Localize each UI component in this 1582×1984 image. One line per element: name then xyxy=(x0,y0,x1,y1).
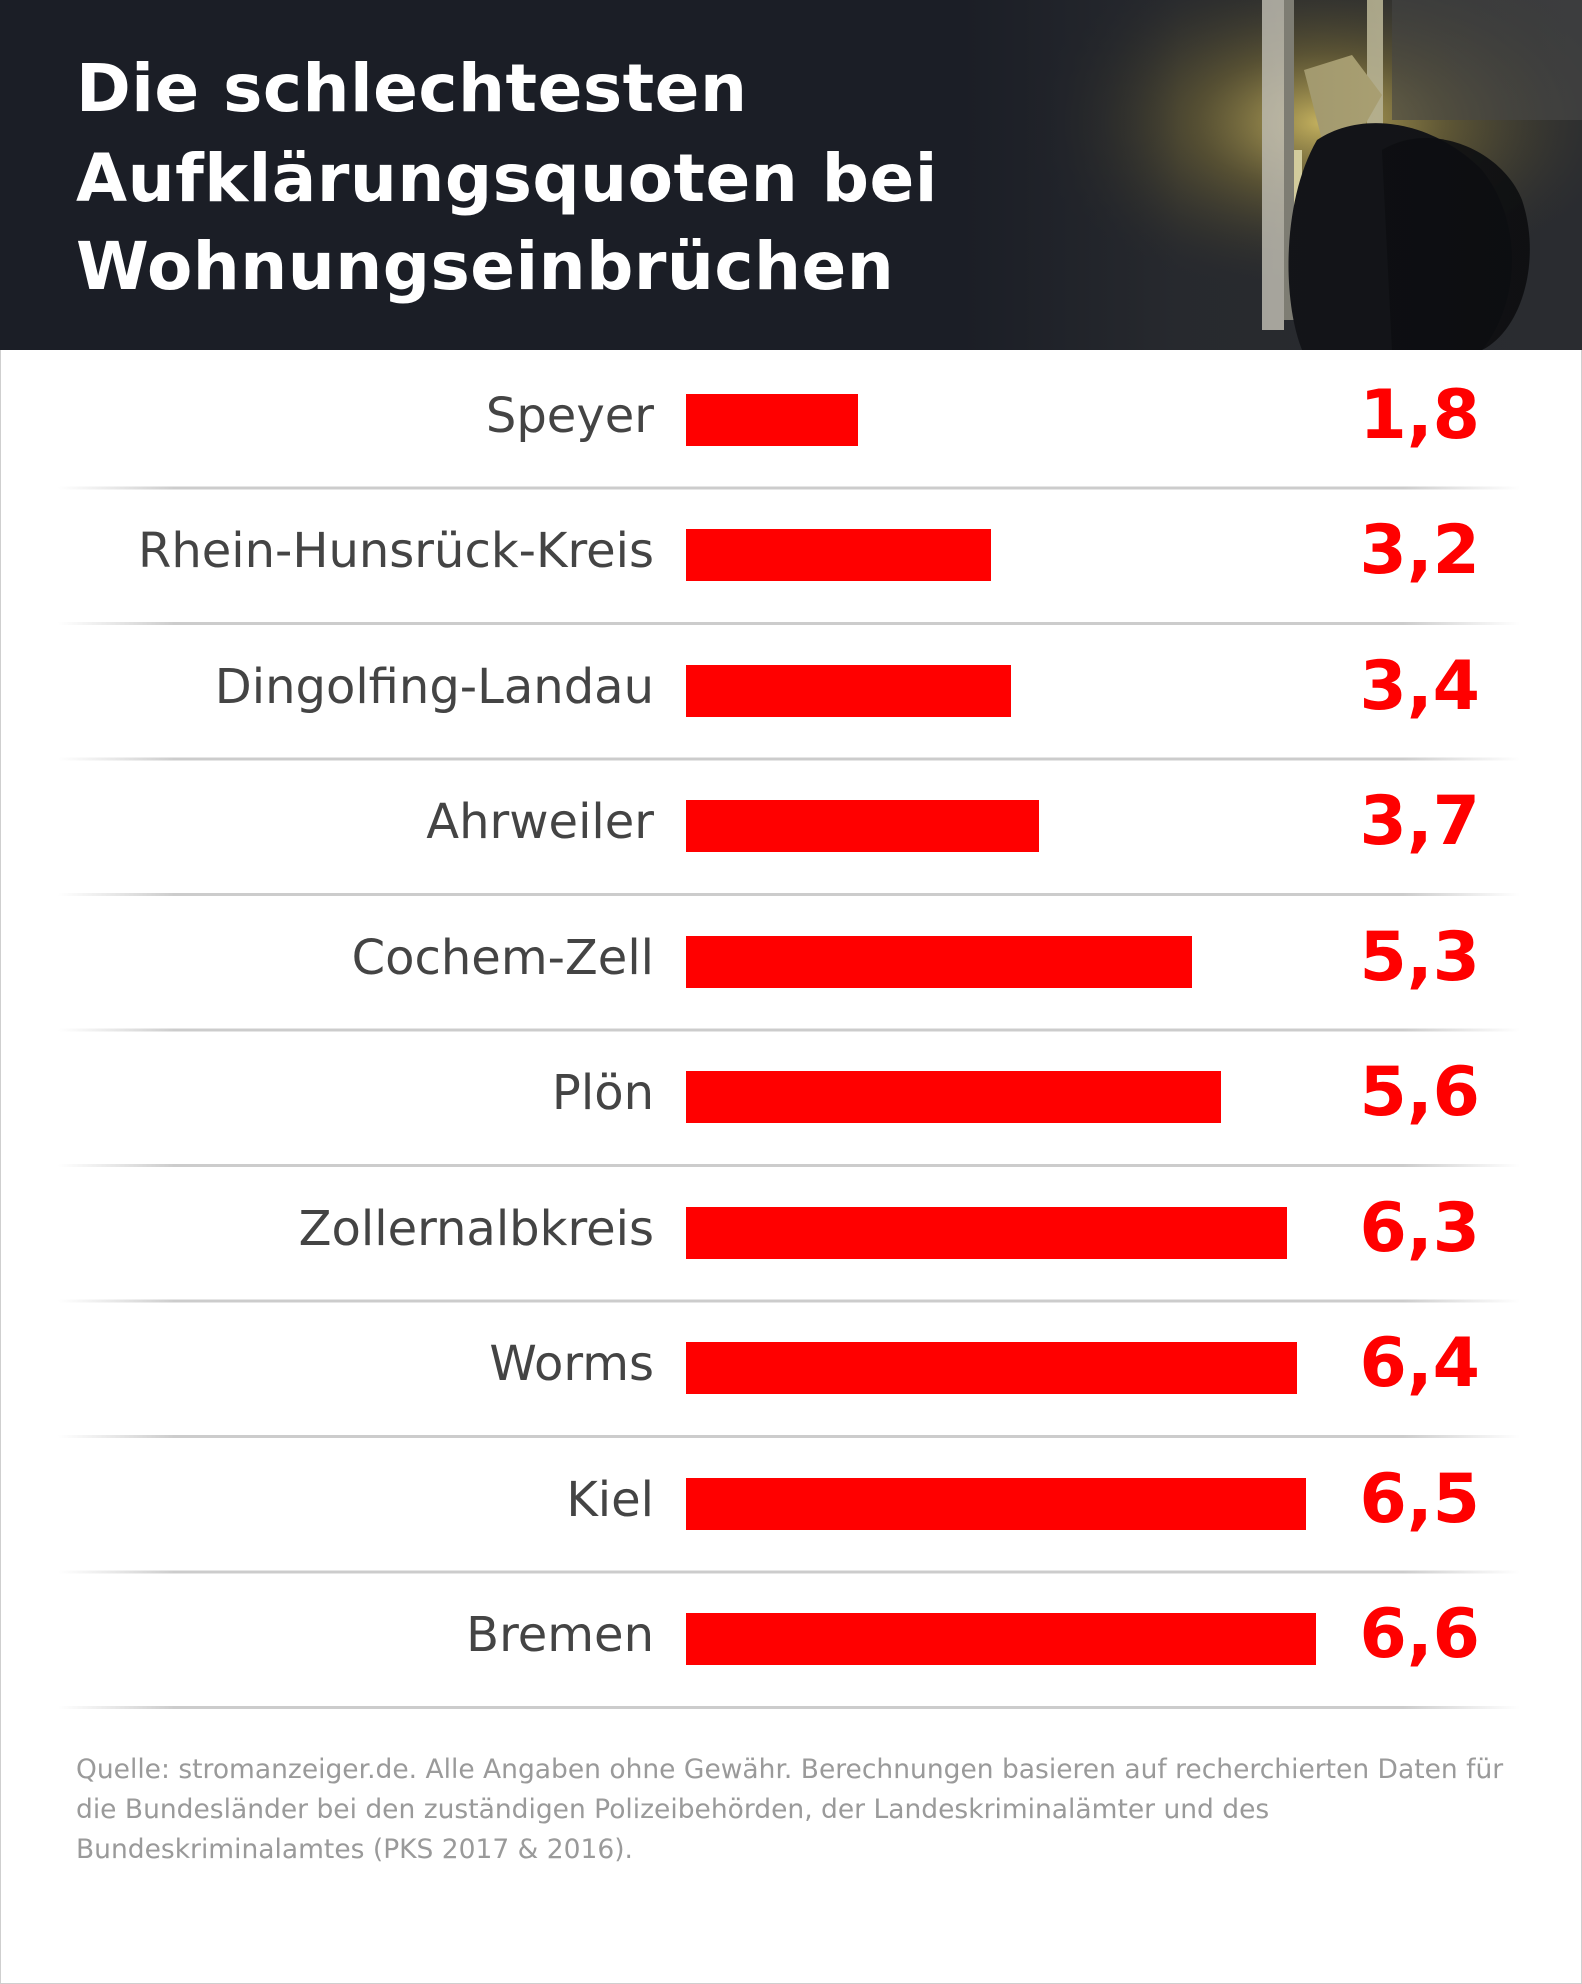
bar xyxy=(686,1477,1306,1530)
bar xyxy=(686,1071,1221,1124)
category-label: Dingolfing-Landau xyxy=(214,658,654,715)
bar xyxy=(686,393,858,446)
value-label: 3,7 xyxy=(1359,782,1480,862)
value-label: 5,3 xyxy=(1359,917,1480,997)
bar xyxy=(686,1206,1287,1259)
value-label: 3,4 xyxy=(1359,646,1480,726)
category-label: Bremen xyxy=(466,1607,654,1664)
burglar-window-photo xyxy=(962,0,1582,350)
value-label: 6,6 xyxy=(1359,1595,1480,1675)
title-line-3: Wohnungseinbrüchen xyxy=(76,228,895,305)
source-note: Quelle: stromanzeiger.de. Alle Angaben o… xyxy=(76,1754,1504,1865)
bar xyxy=(686,529,991,582)
category-label: Plön xyxy=(551,1065,654,1122)
value-label: 3,2 xyxy=(1359,511,1480,591)
value-label: 5,6 xyxy=(1359,1053,1480,1133)
bar xyxy=(686,1613,1316,1666)
title-line-2: Aufklärungsquoten bei xyxy=(76,140,938,217)
category-label: Worms xyxy=(489,1336,654,1393)
header-banner: Die schlechtesten Aufklärungsquoten bei … xyxy=(0,0,1582,350)
title-line-1: Die schlechtesten xyxy=(76,50,748,127)
category-label: Ahrweiler xyxy=(426,794,654,851)
category-label: Cochem-Zell xyxy=(351,929,654,986)
value-label: 6,4 xyxy=(1359,1324,1480,1404)
bar xyxy=(686,1342,1297,1395)
value-label: 6,3 xyxy=(1359,1188,1480,1268)
value-label: 6,5 xyxy=(1359,1459,1480,1539)
category-label: Rhein-Hunsrück-Kreis xyxy=(137,523,654,580)
value-label: 1,8 xyxy=(1359,375,1480,455)
bar xyxy=(686,800,1039,853)
category-label: Kiel xyxy=(566,1471,654,1528)
category-label: Zollernalbkreis xyxy=(298,1200,654,1257)
bar xyxy=(686,935,1192,988)
category-label: Speyer xyxy=(485,387,654,444)
bar xyxy=(686,664,1011,717)
